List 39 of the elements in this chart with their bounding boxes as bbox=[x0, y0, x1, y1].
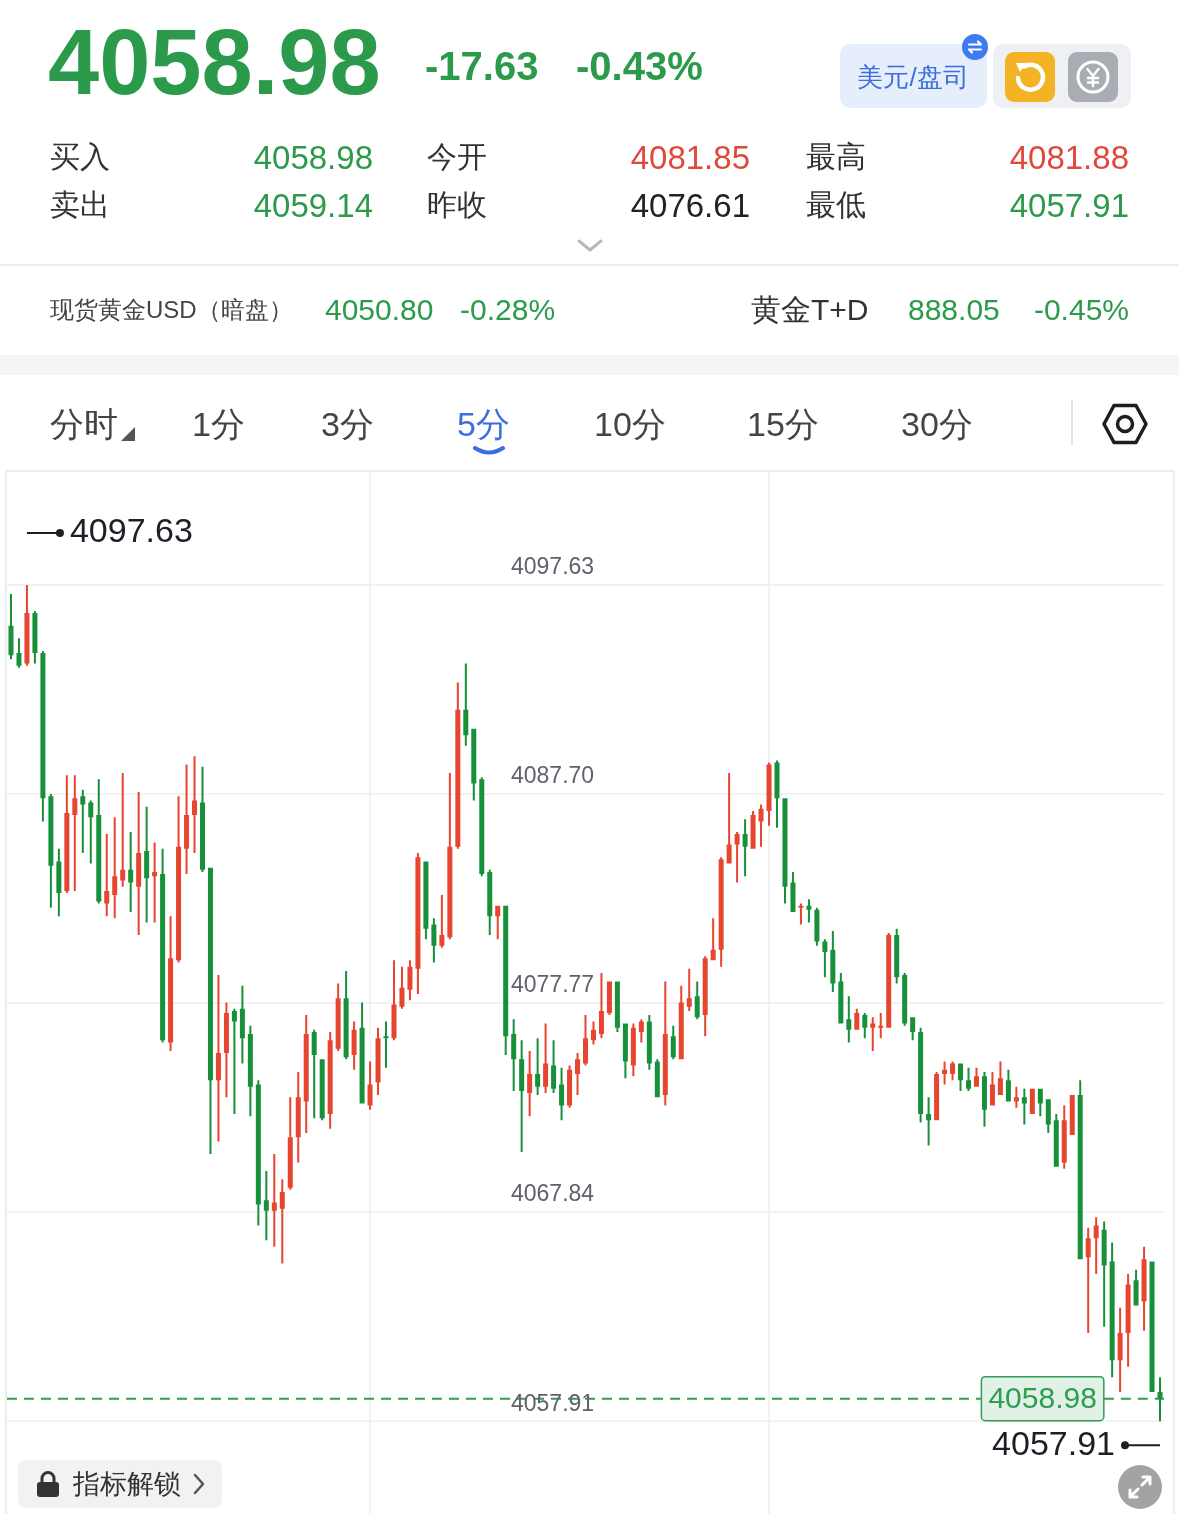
y-tick-label: 4067.84 bbox=[511, 1180, 595, 1207]
text: 4058.98 bbox=[48, 11, 381, 113]
text: -0.28% bbox=[460, 293, 556, 326]
text: 4050.80 bbox=[325, 293, 434, 326]
rounded-button: 指标解锁 bbox=[18, 1460, 222, 1508]
text: 4059.14 bbox=[253, 186, 373, 224]
text: 4058.98 bbox=[253, 138, 373, 176]
annotation: 4097.63 bbox=[69, 511, 193, 550]
text: 888.05 bbox=[908, 293, 1000, 326]
y-tick-label: 4087.70 bbox=[511, 762, 595, 789]
text: 4057.91 bbox=[1009, 186, 1129, 224]
text: -0.45% bbox=[1033, 293, 1129, 326]
text: 昨收 bbox=[427, 188, 487, 221]
text: 3分 bbox=[321, 405, 374, 443]
text: -17.63 bbox=[425, 44, 539, 88]
text: 15分 bbox=[747, 405, 819, 443]
text: -0.43% bbox=[576, 44, 703, 88]
y-tick-label: 4097.63 bbox=[511, 553, 595, 580]
text: 黄金T+D bbox=[751, 293, 869, 326]
text: 卖出 bbox=[50, 188, 110, 221]
text: 最低 bbox=[806, 188, 866, 221]
text: 买入 bbox=[50, 140, 110, 173]
y-tick-label: 4057.91 bbox=[511, 1389, 595, 1416]
text: 4081.88 bbox=[1009, 138, 1129, 176]
annotation: 4057.91 bbox=[992, 1423, 1116, 1462]
text: 现货黄金USD（暗盘） bbox=[50, 296, 293, 323]
text: 4081.85 bbox=[630, 138, 750, 176]
ref-line-label: 4058.98 bbox=[988, 1380, 1097, 1414]
text: 1分 bbox=[192, 405, 245, 443]
text: 最高 bbox=[806, 140, 866, 173]
text: 30分 bbox=[901, 405, 973, 443]
text: 分时 bbox=[50, 405, 118, 443]
text: 10分 bbox=[594, 405, 666, 443]
text: 4076.61 bbox=[630, 186, 750, 224]
text: 5分 bbox=[457, 405, 510, 443]
text: 美元/盘司 bbox=[857, 62, 969, 92]
text: 今开 bbox=[427, 140, 487, 173]
annotation: 指标解锁 bbox=[73, 1468, 181, 1499]
y-tick-label: 4077.77 bbox=[511, 971, 595, 998]
